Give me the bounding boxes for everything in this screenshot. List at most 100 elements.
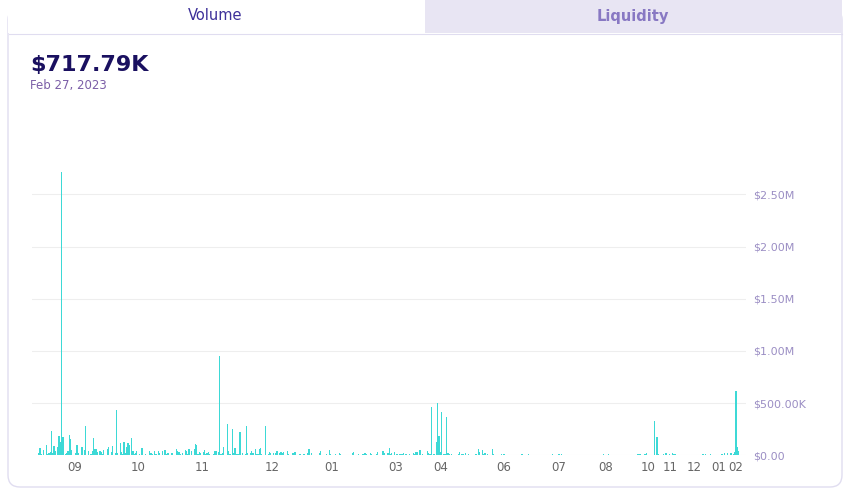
Bar: [735, 391, 737, 455]
Bar: [296, 454, 297, 455]
Bar: [90, 454, 92, 455]
Bar: [121, 452, 122, 455]
Bar: [339, 453, 340, 455]
Bar: [202, 451, 204, 455]
Bar: [594, 454, 595, 455]
Bar: [699, 454, 700, 455]
Bar: [102, 454, 103, 455]
Bar: [194, 449, 195, 455]
Bar: [168, 453, 169, 455]
Bar: [79, 454, 80, 455]
Bar: [730, 453, 732, 455]
Bar: [724, 452, 725, 455]
Bar: [358, 454, 360, 455]
Bar: [278, 454, 279, 455]
Bar: [256, 454, 258, 455]
FancyBboxPatch shape: [8, 0, 425, 33]
Bar: [269, 452, 270, 455]
Bar: [371, 454, 372, 455]
Bar: [538, 454, 539, 455]
Bar: [528, 454, 529, 455]
Bar: [179, 454, 181, 455]
Bar: [399, 454, 400, 455]
Bar: [441, 411, 442, 455]
Bar: [434, 454, 436, 455]
Bar: [340, 454, 342, 455]
Bar: [737, 447, 738, 455]
Bar: [196, 445, 197, 455]
Bar: [437, 403, 439, 455]
Bar: [141, 448, 143, 455]
Bar: [487, 454, 488, 455]
Bar: [484, 452, 485, 455]
Bar: [643, 454, 645, 455]
Bar: [362, 453, 363, 455]
Bar: [445, 454, 446, 455]
Bar: [237, 454, 238, 455]
Bar: [214, 451, 215, 455]
Bar: [273, 453, 274, 455]
Bar: [311, 453, 312, 455]
Bar: [482, 450, 483, 455]
Bar: [449, 454, 450, 455]
Bar: [235, 453, 237, 455]
Bar: [251, 451, 252, 455]
Bar: [276, 451, 278, 455]
Bar: [171, 453, 172, 455]
Bar: [303, 453, 304, 455]
Bar: [150, 453, 151, 455]
Bar: [580, 454, 581, 455]
Bar: [400, 454, 401, 455]
Bar: [54, 451, 56, 455]
Bar: [353, 452, 354, 455]
Bar: [465, 453, 467, 455]
Bar: [329, 450, 330, 455]
Bar: [483, 454, 484, 455]
Bar: [123, 442, 125, 455]
Bar: [187, 454, 189, 455]
Bar: [242, 452, 243, 455]
Bar: [99, 451, 100, 455]
Bar: [51, 431, 52, 455]
Bar: [376, 454, 377, 455]
Bar: [245, 454, 246, 455]
Bar: [428, 453, 429, 455]
Bar: [307, 453, 309, 455]
Bar: [131, 438, 133, 455]
Bar: [266, 454, 268, 455]
Bar: [521, 454, 523, 455]
Bar: [439, 452, 441, 455]
Bar: [66, 453, 67, 455]
Bar: [286, 451, 288, 455]
Bar: [116, 410, 117, 455]
Bar: [268, 453, 269, 455]
Bar: [135, 453, 136, 455]
Bar: [125, 452, 126, 455]
Bar: [451, 454, 452, 455]
Bar: [154, 451, 156, 455]
Bar: [151, 454, 153, 455]
Bar: [218, 452, 219, 455]
Bar: [370, 453, 371, 455]
Bar: [319, 453, 320, 455]
Bar: [429, 454, 431, 455]
Bar: [110, 452, 112, 455]
Bar: [405, 454, 406, 455]
Bar: [669, 454, 671, 455]
Bar: [117, 453, 118, 455]
Bar: [501, 454, 502, 455]
Bar: [393, 454, 394, 455]
Bar: [671, 454, 672, 455]
Bar: [178, 452, 179, 455]
Bar: [289, 454, 291, 455]
Bar: [727, 453, 728, 455]
Bar: [126, 447, 128, 455]
Bar: [645, 454, 646, 455]
Bar: [293, 453, 294, 455]
Bar: [222, 453, 223, 455]
Bar: [62, 437, 64, 455]
Bar: [561, 454, 562, 455]
Bar: [416, 452, 418, 455]
Bar: [158, 451, 159, 455]
Bar: [446, 417, 447, 455]
